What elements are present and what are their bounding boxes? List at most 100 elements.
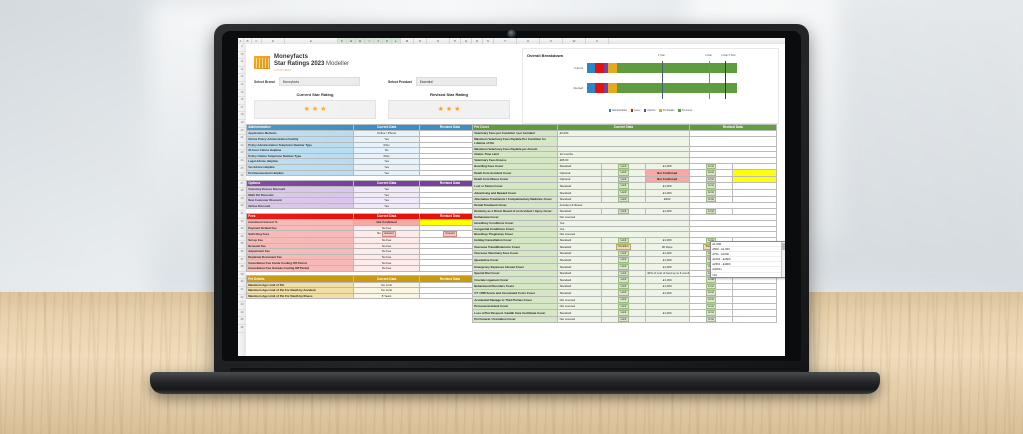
current-limit-cell[interactable]: Limit (601, 182, 646, 190)
column-header-h[interactable]: H (356, 38, 365, 44)
limit-button[interactable]: Limit (618, 257, 629, 263)
column-header-t[interactable]: T (494, 38, 517, 44)
column-header-c[interactable]: C (252, 38, 262, 44)
revised-value-cell[interactable] (732, 207, 777, 216)
limit-button[interactable]: Limit (705, 209, 717, 214)
limit-button[interactable]: Limit (618, 209, 629, 214)
current-value-cell[interactable]: £1,000 (644, 276, 690, 284)
current-limit-cell[interactable]: Limit (601, 296, 646, 304)
row-header-32[interactable]: 32 (238, 219, 246, 227)
revised-value-cell[interactable] (732, 302, 777, 311)
row-header-38[interactable]: 38 (238, 264, 246, 272)
current-limit-cell[interactable]: Limit (601, 175, 646, 184)
limit-button[interactable]: Limit (618, 310, 629, 316)
current-limit-cell[interactable]: Limit (601, 315, 646, 324)
row-header-15[interactable]: 15 (238, 90, 246, 98)
row-header-26[interactable]: 26 (238, 173, 246, 181)
limit-button[interactable]: Limit (618, 284, 629, 290)
row-header-10[interactable]: 10 (238, 52, 246, 60)
current-value-cell[interactable]: £1,000 (644, 289, 690, 298)
current-limit-cell[interactable]: Limit (601, 169, 646, 177)
current-status-cell[interactable]: Standard (557, 263, 603, 271)
revised-limit-cell[interactable]: Limit (688, 296, 734, 304)
current-value-cell[interactable]: £1,000 (644, 236, 690, 245)
dropdown-option[interactable]: N/A (712, 272, 718, 277)
revised-limit-cell[interactable]: Limit (688, 169, 734, 177)
row-header-18[interactable]: 18 (238, 112, 246, 120)
row-header-42[interactable]: 42 (238, 295, 246, 303)
revised-limit-cell[interactable]: Limit (688, 315, 734, 324)
limit-button[interactable]: Limit (618, 271, 629, 276)
revised-limit-cell[interactable]: Limit (688, 207, 734, 216)
revised-value-cell[interactable] (732, 188, 777, 197)
row-header-14[interactable]: 14 (238, 82, 246, 90)
revised-value-cell[interactable] (732, 182, 777, 190)
row-header-44[interactable]: 44 (238, 310, 246, 318)
current-value-cell[interactable]: £1,000 (644, 309, 690, 317)
current-value-cell[interactable]: Not Confirmed (644, 169, 690, 177)
dropdown-option[interactable]: £1-500 (711, 242, 785, 248)
limit-button[interactable]: Limit (618, 297, 629, 303)
current-value-cell[interactable]: £1,000 (644, 249, 690, 258)
current-value-cell[interactable]: £500 (644, 195, 690, 204)
row-header-46[interactable]: 46 (238, 325, 246, 333)
row-header-43[interactable]: 43 (238, 302, 246, 310)
current-status-cell[interactable]: Standard (557, 182, 603, 190)
limit-button[interactable]: Duration (615, 244, 632, 250)
dropdown-option[interactable]: £500 - £1,000 (711, 247, 785, 253)
current-value-cell[interactable]: 90 Days (644, 243, 690, 251)
row-header-19[interactable]: 19 (238, 120, 246, 128)
current-limit-cell[interactable]: Limit (601, 207, 646, 216)
row-header-9[interactable]: 9 (238, 44, 246, 52)
dropdown-option[interactable]: £4000+ (711, 267, 785, 273)
current-status-cell[interactable]: Standard (557, 243, 603, 251)
limit-button[interactable]: Limit (618, 190, 629, 196)
column-header-p[interactable]: P (450, 38, 461, 44)
current-status-cell[interactable]: Standard (557, 249, 603, 258)
current-value-cell[interactable]: £1,000 (644, 256, 690, 265)
row-header-11[interactable]: 11 (238, 59, 246, 67)
column-header-a[interactable]: A (238, 38, 244, 44)
current-value-cell[interactable]: £1,000 (644, 182, 690, 190)
revised-limit-cell[interactable]: Limit (688, 302, 734, 311)
amount-button[interactable]: Amount (442, 231, 458, 237)
revised-value-cell[interactable] (732, 175, 777, 184)
revised-limit-cell[interactable]: Limit (688, 309, 734, 317)
limit-button[interactable]: Limit (618, 170, 629, 176)
current-data-cell[interactable]: Yes (353, 202, 420, 210)
revised-limit-cell[interactable]: Limit (688, 282, 734, 291)
select-brand-input[interactable]: Moneyfacts (278, 77, 360, 86)
row-header-23[interactable]: 23 (238, 150, 246, 158)
current-status-cell[interactable]: Not covered (557, 315, 603, 324)
column-header-l[interactable]: L (392, 38, 401, 44)
row-header-16[interactable]: 16 (238, 97, 246, 105)
row-header-40[interactable]: 40 (238, 279, 246, 287)
column-header-u[interactable]: U (517, 38, 540, 44)
current-value-cell[interactable]: £1,000 (644, 207, 690, 216)
column-header-x[interactable]: X (586, 38, 609, 44)
dropdown-scrollbar-thumb[interactable] (782, 243, 785, 250)
limit-button[interactable]: Limit (618, 264, 629, 270)
revised-limit-cell[interactable]: Limit (688, 182, 734, 190)
current-status-cell[interactable]: Optional (557, 169, 603, 177)
row-header-41[interactable]: 41 (238, 287, 246, 295)
row-header-12[interactable]: 12 (238, 67, 246, 75)
revised-value-cell[interactable] (732, 296, 777, 304)
row-header-39[interactable]: 39 (238, 272, 246, 280)
row-header-37[interactable]: 37 (238, 257, 246, 265)
limit-button[interactable]: Limit (618, 183, 629, 189)
current-status-cell[interactable]: Standard (557, 282, 603, 291)
revised-limit-cell[interactable]: Limit (688, 162, 734, 171)
current-status-cell[interactable]: Standard (557, 256, 603, 265)
column-header-s[interactable]: S (483, 38, 494, 44)
row-header-21[interactable]: 21 (238, 135, 246, 143)
row-header-20[interactable]: 20 (238, 128, 246, 136)
dropdown-scrollbar[interactable] (781, 242, 785, 277)
column-header-g[interactable]: G (347, 38, 356, 44)
current-data-cell[interactable]: No Amount (353, 230, 420, 239)
column-header-k[interactable]: K (383, 38, 392, 44)
limit-button[interactable]: Limit (705, 164, 717, 169)
current-value-cell[interactable] (644, 315, 690, 324)
limit-button[interactable]: Limit (705, 190, 717, 196)
current-status-cell[interactable]: Optional (557, 175, 603, 184)
